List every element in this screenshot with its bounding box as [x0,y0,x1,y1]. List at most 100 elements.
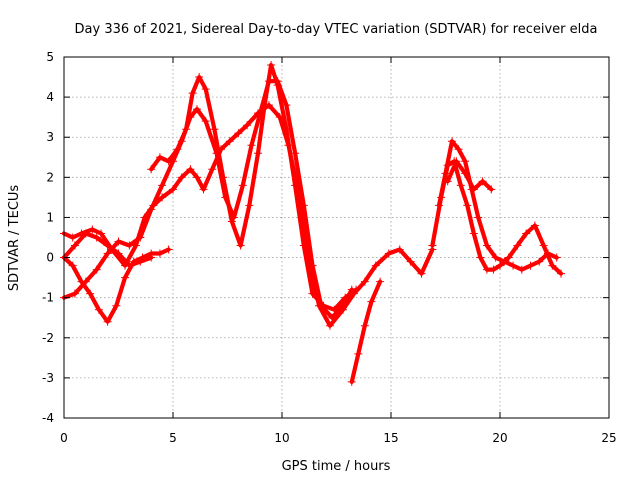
series-line [149,62,359,312]
data-point [254,149,263,158]
data-point [70,241,79,250]
data-point [461,169,470,178]
data-point [68,261,77,270]
data-point [77,277,86,286]
y-tick-label: 0 [46,251,54,265]
data-point [299,201,308,210]
data-point [463,201,472,210]
data-point [227,217,236,226]
data-point [347,377,356,386]
y-tick-label: 2 [46,170,54,184]
data-point [395,245,404,254]
data-point [308,261,317,270]
data-point [86,289,95,298]
y-tick-label: 5 [46,50,54,64]
data-point [476,253,485,262]
data-point [219,173,228,182]
data-point [500,257,509,266]
data-point [192,105,201,114]
data-point [164,157,173,166]
data-point [474,213,483,222]
y-tick-label: -4 [42,411,54,425]
data-point [68,233,77,242]
data-point [517,265,526,274]
data-point [164,245,173,254]
data-point [243,121,252,130]
data-point [352,285,361,294]
data-point [97,229,106,238]
data-point [522,229,531,238]
series-line [436,139,559,272]
data-point [291,149,300,158]
data-point [103,317,112,326]
data-point [535,257,544,266]
data-point [376,277,385,286]
data-point [92,265,101,274]
data-point [509,261,518,270]
data-point [434,201,443,210]
y-tick-label: -2 [42,331,54,345]
data-point [360,321,369,330]
chart-title: Day 336 of 2021, Sidereal Day-to-day VTE… [75,22,598,37]
data-point [360,277,369,286]
data-point [177,173,186,182]
data-point [136,233,145,242]
data-point [487,185,496,194]
data-point [526,261,535,270]
data-point [548,261,557,270]
y-axis-label: SDTVAR / TECUs [7,185,22,292]
y-tick-label: 3 [46,130,54,144]
data-point [210,125,219,134]
data-point [169,185,177,194]
data-point [103,249,112,258]
data-point [308,289,317,298]
data-point [199,185,208,194]
data-point [81,229,90,238]
data-point [186,165,195,174]
data-point [443,177,452,186]
data-point [136,257,145,266]
data-series [60,61,566,386]
data-point [469,185,478,194]
data-point [173,145,182,154]
data-point [504,253,513,262]
data-point [330,305,339,314]
data-point [247,141,256,150]
series-track-i [443,157,496,194]
data-point [557,269,566,278]
series-track-e [147,61,361,314]
data-point [319,301,328,310]
data-point [92,233,101,242]
data-point [530,221,539,230]
data-point [273,81,282,90]
series-line [349,279,383,384]
data-point [325,321,334,330]
data-point [441,169,450,178]
y-tick-labels: -4 -3 -2 -1 0 1 2 3 4 5 [42,50,54,425]
data-point [208,165,217,174]
data-point [482,241,491,250]
data-point [236,241,245,250]
data-point [513,241,522,250]
data-point [299,241,308,250]
data-point [195,73,204,82]
data-point [88,225,97,234]
data-point [282,125,291,134]
data-point [147,253,156,262]
data-point [448,137,457,146]
data-point [456,181,465,190]
data-point [125,261,134,270]
data-point [121,273,130,282]
data-point [478,177,487,186]
data-point [225,137,234,146]
data-point [158,193,167,202]
y-tick-label: 1 [46,210,54,224]
data-point [155,153,164,162]
data-point [371,261,380,270]
data-point [489,265,498,274]
data-point [147,165,156,174]
data-point [539,241,548,250]
data-point [452,157,461,166]
x-tick-label: 10 [274,431,289,445]
data-point [238,181,247,190]
